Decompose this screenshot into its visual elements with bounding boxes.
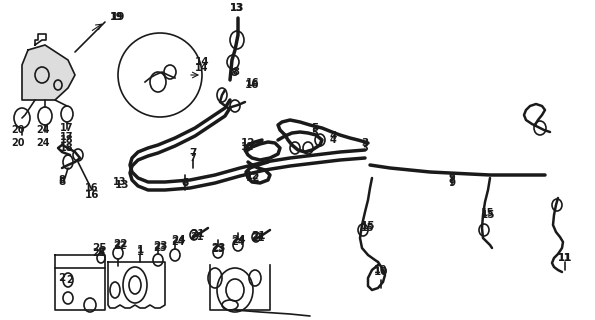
Text: 21: 21 <box>250 231 265 241</box>
Text: 25: 25 <box>92 248 106 258</box>
Text: 20: 20 <box>11 138 25 148</box>
Text: 13: 13 <box>113 177 127 187</box>
Text: 5: 5 <box>311 123 319 133</box>
Text: 17: 17 <box>60 123 74 133</box>
Text: 15: 15 <box>361 223 375 233</box>
Text: 14: 14 <box>195 63 209 73</box>
Text: 2: 2 <box>58 273 65 283</box>
Text: 13: 13 <box>230 3 244 13</box>
Text: 9: 9 <box>449 178 456 188</box>
Text: 11: 11 <box>558 253 572 263</box>
Text: 16: 16 <box>246 78 260 88</box>
Text: 15: 15 <box>361 221 375 231</box>
Text: 12: 12 <box>246 171 260 181</box>
Text: 19: 19 <box>110 12 124 22</box>
Text: 3: 3 <box>362 143 368 153</box>
Text: 11: 11 <box>558 253 572 263</box>
Text: 8: 8 <box>233 67 239 77</box>
Text: 5: 5 <box>312 128 318 138</box>
Text: 1: 1 <box>137 247 143 257</box>
Text: 12: 12 <box>241 138 255 148</box>
Text: 13: 13 <box>115 180 129 190</box>
Text: 10: 10 <box>374 265 388 275</box>
Text: 24: 24 <box>171 237 185 247</box>
Text: 22: 22 <box>113 241 127 251</box>
Text: 8: 8 <box>58 177 65 187</box>
Text: 15: 15 <box>481 210 495 220</box>
Text: 12: 12 <box>246 173 260 183</box>
Text: 7: 7 <box>189 148 197 158</box>
Text: 23: 23 <box>154 243 167 253</box>
Text: 18: 18 <box>60 135 74 145</box>
Text: 6: 6 <box>181 178 189 188</box>
Text: 7: 7 <box>190 153 196 163</box>
Text: 25: 25 <box>92 243 107 253</box>
Text: 21: 21 <box>190 232 203 242</box>
Text: 12: 12 <box>241 142 255 152</box>
Text: 2: 2 <box>67 275 73 285</box>
Polygon shape <box>22 45 75 100</box>
Text: 16: 16 <box>85 183 99 193</box>
Text: 8: 8 <box>230 68 237 78</box>
Text: 23: 23 <box>153 241 167 251</box>
Text: 18: 18 <box>60 143 74 153</box>
Text: 22: 22 <box>112 239 127 249</box>
Text: 24: 24 <box>36 125 50 135</box>
Text: 23: 23 <box>211 243 226 253</box>
Text: 15: 15 <box>481 208 495 218</box>
Text: 19: 19 <box>111 12 125 22</box>
Text: 8: 8 <box>58 175 65 185</box>
Text: 10: 10 <box>374 267 389 277</box>
Text: 24: 24 <box>231 237 245 247</box>
Text: 24: 24 <box>171 235 185 245</box>
Text: 9: 9 <box>449 173 455 183</box>
Text: 21: 21 <box>190 229 204 239</box>
Text: 14: 14 <box>195 57 209 67</box>
Text: 24: 24 <box>231 235 245 245</box>
Text: 1: 1 <box>136 245 143 255</box>
Text: 13: 13 <box>230 3 245 13</box>
Text: 6: 6 <box>181 178 189 188</box>
Text: 4: 4 <box>329 131 337 141</box>
Text: 16: 16 <box>84 190 99 200</box>
Text: 17: 17 <box>60 132 74 142</box>
Text: 23: 23 <box>211 244 225 254</box>
Text: 3: 3 <box>361 138 369 148</box>
Text: 24: 24 <box>36 138 50 148</box>
Text: 20: 20 <box>11 125 25 135</box>
Text: 4: 4 <box>330 135 336 145</box>
Text: 21: 21 <box>251 233 265 243</box>
Text: 16: 16 <box>245 80 259 90</box>
